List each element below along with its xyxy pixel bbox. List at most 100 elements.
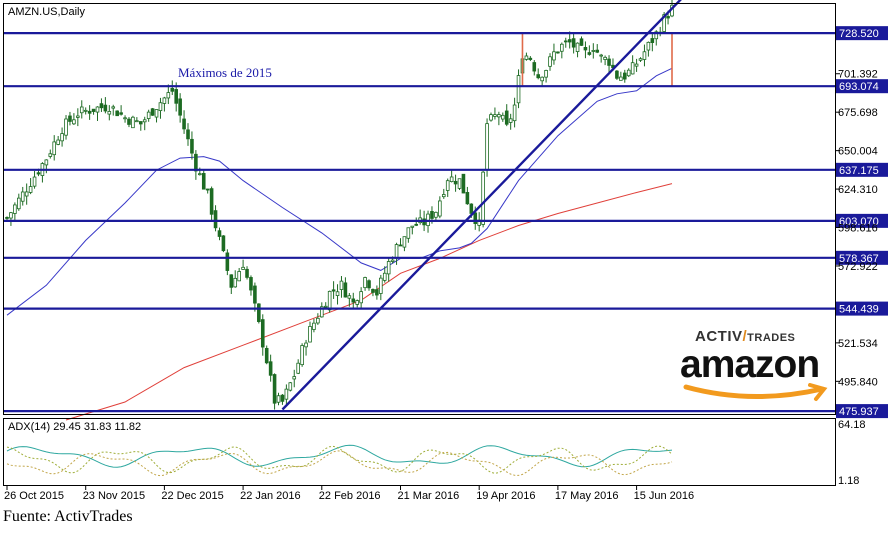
candle-body — [359, 291, 363, 304]
candle-body — [166, 92, 171, 99]
candle-body — [32, 176, 37, 187]
candle-body — [272, 374, 277, 404]
x-tick-label: 19 Apr 2016 — [476, 490, 535, 502]
candle-body — [237, 271, 241, 282]
moving-average-blue — [6, 67, 673, 316]
candle-body — [626, 69, 631, 77]
candle-body — [280, 394, 285, 402]
candle-body — [229, 274, 234, 288]
candle-body — [548, 56, 552, 67]
x-tick-label: 26 Oct 2015 — [4, 490, 64, 502]
candle-body — [44, 159, 49, 166]
candle-body — [288, 382, 293, 391]
candle-body — [560, 43, 564, 52]
candle-body — [367, 280, 371, 289]
candle-body — [257, 303, 261, 322]
x-tick-label: 22 Jan 2016 — [240, 490, 301, 502]
candle-body — [115, 110, 119, 117]
candle-body — [638, 58, 643, 61]
candle-body — [327, 290, 332, 311]
adx-minus-di-line — [6, 450, 673, 477]
brand-slash: / — [742, 328, 748, 345]
candle-body — [131, 116, 135, 129]
candle-body — [355, 300, 360, 305]
candle-body — [13, 204, 17, 214]
candle-body — [528, 57, 533, 60]
candle-body — [304, 342, 308, 348]
adx-panel — [3, 418, 836, 486]
candle-body — [662, 14, 666, 32]
candle-body — [264, 347, 269, 364]
candle-body — [319, 306, 324, 318]
candle-body — [339, 280, 344, 290]
candle-body — [268, 361, 273, 376]
candle-body — [375, 289, 379, 296]
candle-body — [5, 217, 9, 219]
x-tick-label: 22 Dec 2015 — [161, 490, 223, 502]
level-tag — [836, 213, 888, 228]
candle-body — [103, 104, 108, 112]
amazon-word: amazon — [680, 343, 820, 386]
candle-body — [182, 118, 186, 130]
candle-body — [142, 119, 147, 123]
candle-body — [253, 285, 257, 304]
candle-body — [457, 178, 462, 189]
candle-body — [654, 31, 659, 40]
candle-body — [481, 171, 485, 225]
candle-body — [201, 173, 206, 190]
candle-body — [607, 58, 611, 66]
price-tick-label: 624.310 — [838, 184, 878, 196]
candle-body — [198, 173, 202, 176]
candle-body — [95, 106, 100, 113]
source-note: Fuente: ActivTrades — [3, 508, 133, 525]
candle-body — [107, 111, 112, 115]
candle-body — [540, 76, 544, 82]
candle-body — [630, 62, 635, 75]
candle-body — [650, 38, 655, 43]
candle-body — [544, 70, 548, 78]
candle-body — [48, 153, 53, 157]
candle-body — [9, 212, 13, 219]
candle-body — [556, 51, 560, 54]
level-label: 578.367 — [839, 253, 879, 265]
candle-body — [174, 89, 179, 104]
price-tick-label: 675.698 — [838, 107, 878, 119]
candle-body — [390, 259, 395, 262]
candle-body — [190, 138, 194, 154]
candle-body — [20, 191, 25, 202]
candle-body — [646, 41, 651, 51]
candle-body — [72, 119, 76, 125]
x-tick-label: 17 May 2016 — [555, 490, 619, 502]
adx-label: ADX(14) 29.45 31.83 11.82 — [8, 421, 142, 433]
candle-body — [622, 72, 627, 80]
candle-body — [532, 62, 537, 72]
candle-body — [162, 97, 167, 104]
candle-body — [241, 266, 245, 270]
candle-body — [146, 111, 151, 119]
candle-body — [567, 39, 572, 43]
annotation-label: Máximos de 2015 — [178, 65, 272, 80]
moving-average-red — [65, 183, 673, 421]
level-label: 603.070 — [839, 216, 879, 228]
candle-body — [312, 322, 316, 330]
symbol-label: AMZN.US,Daily — [8, 6, 86, 18]
price-tick-label: 495.840 — [838, 376, 878, 388]
candle-body — [571, 38, 576, 48]
candle-body — [64, 118, 68, 136]
trend-line — [281, 0, 682, 411]
candle-body — [599, 54, 603, 57]
candle-body — [363, 277, 367, 289]
level-tag — [836, 26, 888, 41]
candle-body — [595, 49, 600, 53]
price-tick-label: 521.534 — [838, 338, 878, 350]
candle-body — [398, 244, 403, 247]
candle-body — [170, 87, 175, 92]
candle-body — [351, 298, 356, 303]
level-tag — [836, 79, 888, 94]
candle-body — [587, 52, 592, 55]
candle-body — [386, 261, 391, 275]
candle-body — [430, 211, 434, 219]
level-tag — [836, 404, 888, 419]
candle-body — [434, 211, 438, 218]
candle-body — [379, 277, 383, 294]
